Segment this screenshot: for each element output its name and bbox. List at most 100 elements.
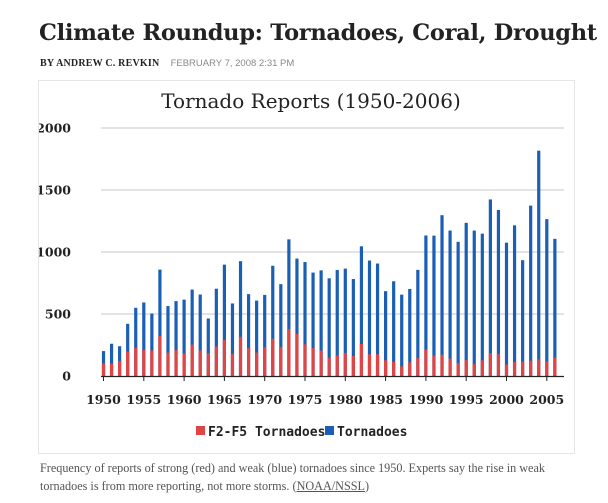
bar-tornadoes-1951 xyxy=(109,343,114,376)
bars xyxy=(101,150,557,376)
bar-tornadoes-1957 xyxy=(158,269,162,376)
bar-tornadoes-1955 xyxy=(142,302,146,376)
article-headline: Climate Roundup: Tornadoes, Coral, Droug… xyxy=(39,20,597,46)
bar-strong-1982 xyxy=(359,344,364,376)
bar-tornadoes-1996 xyxy=(472,230,476,376)
bar-strong-1955 xyxy=(142,349,146,376)
x-tick-label: 1985 xyxy=(368,392,403,407)
tornado-chart: Tornado Reports (1950-2006) 0 500 1000 1500… xyxy=(36,89,564,440)
publish-date: FEBRUARY 7, 2008 2:31 PM xyxy=(170,58,295,69)
bar-tornadoes-1954 xyxy=(134,307,138,376)
bar-strong-1962 xyxy=(198,350,202,376)
bar-tornadoes-1977 xyxy=(319,270,323,376)
author-name[interactable]: BY ANDREW C. REVKIN xyxy=(40,58,160,69)
bar-strong-1979 xyxy=(335,355,339,376)
bar-tornadoes-1974 xyxy=(295,258,299,376)
bar-tornadoes-1982 xyxy=(359,246,364,376)
bar-tornadoes-1975 xyxy=(303,262,307,376)
bar-tornadoes-1993 xyxy=(448,230,452,376)
bar-tornadoes-1958 xyxy=(166,306,170,376)
bar-tornadoes-1968 xyxy=(246,294,251,376)
bar-strong-1959 xyxy=(174,350,178,376)
bar-tornadoes-1970 xyxy=(263,294,267,376)
bar-tornadoes-1969 xyxy=(255,300,259,376)
bar-tornadoes-1960 xyxy=(182,299,186,376)
bar-tornadoes-1971 xyxy=(271,265,275,376)
bar-tornadoes-1980 xyxy=(343,268,347,376)
y-tick-label: 0 xyxy=(62,369,71,384)
source-link[interactable]: NOAA/NSSL xyxy=(296,479,365,493)
bar-strong-1998 xyxy=(488,353,492,376)
legend-label-weak: Tornadoes xyxy=(337,425,407,440)
bar-tornadoes-1963 xyxy=(206,318,210,376)
chart-title: Tornado Reports (1950-2006) xyxy=(161,89,461,113)
bar-strong-2004 xyxy=(537,359,541,376)
bar-strong-2006 xyxy=(553,357,557,376)
bar-strong-2000 xyxy=(504,364,509,376)
y-tick-label: 2000 xyxy=(39,121,71,136)
bar-tornadoes-1979 xyxy=(335,269,339,376)
bar-strong-1967 xyxy=(238,336,243,376)
x-tick-label: 1955 xyxy=(126,392,161,407)
bar-strong-1972 xyxy=(279,346,283,376)
bar-strong-1992 xyxy=(440,354,444,376)
bar-tornadoes-1984 xyxy=(375,263,380,376)
x-tick-labels: 1950 1955 1960 1965 1970 1975 1980 1985 1990 1995… xyxy=(86,392,564,407)
bar-tornadoes-1987 xyxy=(400,294,404,376)
bar-strong-2005 xyxy=(545,361,549,376)
bar-strong-1989 xyxy=(416,358,420,376)
bar-strong-1966 xyxy=(230,353,235,376)
bar-strong-1985 xyxy=(384,360,388,376)
bar-strong-1950 xyxy=(101,363,106,376)
legend-swatch-strong xyxy=(196,426,205,435)
bar-strong-1986 xyxy=(392,361,396,376)
bar-strong-1990 xyxy=(424,349,428,376)
bar-strong-1973 xyxy=(287,329,291,376)
caption-tail: ) xyxy=(364,479,370,493)
bar-strong-1951 xyxy=(109,363,114,376)
bar-strong-1952 xyxy=(118,360,122,376)
bar-strong-1995 xyxy=(464,360,468,376)
bar-tornadoes-1992 xyxy=(440,215,444,376)
y-tick-label: 1000 xyxy=(39,245,71,260)
y-tick-labels: 0 500 1000 1500 2000 xyxy=(36,121,71,384)
x-tick-label: 1965 xyxy=(207,392,242,407)
bar-strong-1964 xyxy=(214,346,218,376)
bar-strong-1999 xyxy=(496,354,501,376)
bar-tornadoes-1966 xyxy=(230,303,235,376)
bar-tornadoes-1962 xyxy=(198,294,202,376)
bar-strong-1987 xyxy=(400,366,404,376)
bar-tornadoes-1956 xyxy=(150,313,154,376)
bar-tornadoes-1988 xyxy=(408,288,412,376)
bar-strong-1977 xyxy=(319,350,323,376)
bar-strong-2001 xyxy=(512,361,517,376)
bar-tornadoes-1959 xyxy=(174,301,178,376)
bar-tornadoes-2000 xyxy=(504,242,509,376)
x-tick-label: 1980 xyxy=(328,392,363,407)
bar-strong-1957 xyxy=(158,336,162,376)
bar-tornadoes-1965 xyxy=(222,264,226,376)
bar-tornadoes-1961 xyxy=(190,289,194,376)
bar-tornadoes-1991 xyxy=(432,235,436,376)
bar-tornadoes-1953 xyxy=(126,323,130,376)
bar-strong-1963 xyxy=(206,353,210,376)
bar-strong-1984 xyxy=(375,354,380,376)
caption-text: Frequency of reports of strong (red) and… xyxy=(40,461,545,493)
bar-tornadoes-1998 xyxy=(488,199,492,376)
bar-strong-1991 xyxy=(432,355,436,376)
bar-strong-1981 xyxy=(351,356,355,376)
chart-container: Tornado Reports (1950-2006) 0 500 1000 1500… xyxy=(36,80,575,454)
bar-tornadoes-2006 xyxy=(553,238,557,376)
x-tick-label: 1950 xyxy=(86,392,121,407)
y-tick-label: 1500 xyxy=(39,183,71,198)
bar-strong-1994 xyxy=(456,362,460,376)
bar-tornadoes-2003 xyxy=(529,205,533,376)
x-tick-label: 1960 xyxy=(167,392,202,407)
bar-tornadoes-2005 xyxy=(545,219,549,376)
y-tick-label: 500 xyxy=(45,307,71,322)
bar-tornadoes-1994 xyxy=(456,241,460,376)
bar-tornadoes-1981 xyxy=(351,279,355,376)
bar-tornadoes-1967 xyxy=(238,261,243,376)
bar-strong-1956 xyxy=(150,350,154,376)
bar-strong-1983 xyxy=(367,354,372,376)
